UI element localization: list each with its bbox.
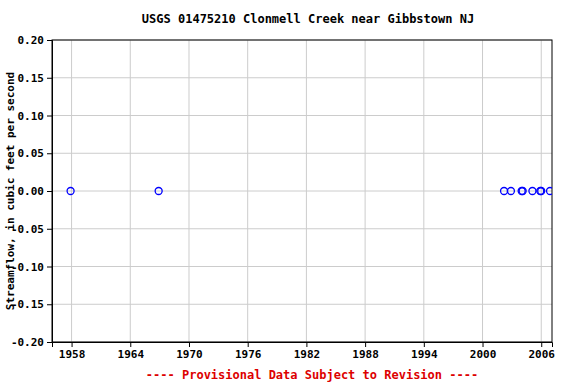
- y-tick-label: 0.05: [18, 147, 45, 160]
- x-tick-label: 2006: [528, 348, 555, 361]
- point: [519, 188, 526, 195]
- y-tick: -0.20: [11, 336, 52, 349]
- y-tick: 0.05: [18, 147, 53, 160]
- x-tick-mark: [72, 342, 73, 347]
- x-tick-mark: [306, 342, 307, 347]
- point: [518, 188, 525, 195]
- plot-frame: [52, 40, 552, 342]
- x-tick: 1982: [294, 342, 321, 361]
- grid-line-y: [52, 228, 552, 229]
- y-tick-mark: [47, 267, 52, 268]
- y-tick: -0.15: [11, 298, 52, 311]
- x-axis-line: [53, 343, 553, 348]
- grid: [52, 40, 552, 342]
- x-tick-label: 1964: [118, 348, 145, 361]
- y-tick: 0.20: [18, 34, 53, 47]
- y-tick-mark: [47, 116, 52, 117]
- x-tick-mark: [365, 342, 366, 347]
- annotation: ---- Provisional Data Subject to Revisio…: [146, 368, 478, 382]
- y-tick-label: 0.00: [18, 185, 45, 198]
- grid-line-y: [52, 153, 552, 154]
- point: [501, 188, 508, 195]
- x-tick-mark: [189, 342, 190, 347]
- x-tick-mark: [130, 342, 131, 347]
- y-axis-line: [47, 41, 53, 343]
- x-tick: 1988: [352, 342, 379, 361]
- x-tick: 1964: [118, 342, 145, 361]
- x-tick-mark: [541, 342, 542, 347]
- point: [67, 188, 74, 195]
- x-tick-label: 1970: [176, 348, 203, 361]
- x-tick: 1970: [176, 342, 203, 361]
- x-tick: 2000: [470, 342, 497, 361]
- y-tick-label: 0.15: [18, 72, 45, 85]
- x-tick-label: 2000: [470, 348, 497, 361]
- point: [538, 188, 545, 195]
- grid-line-y: [52, 115, 552, 116]
- x-axis: 1958 1964 1970 1976 1982 1988 1994 2000 2006: [53, 342, 556, 361]
- point: [537, 188, 544, 195]
- y-tick-mark: [47, 191, 52, 192]
- x-tick-mark: [424, 342, 425, 347]
- point: [547, 188, 552, 195]
- point: [529, 188, 536, 195]
- chart: 1958 1964 1970 1976 1982 1988 1994 2000 2006 -0.2…: [0, 0, 576, 384]
- y-tick: 0.10: [18, 110, 53, 123]
- y-tick-mark: [47, 40, 52, 41]
- y-tick-mark: [47, 304, 52, 305]
- y-tick-mark: [47, 342, 52, 343]
- y-tick: 0.00: [18, 185, 53, 198]
- point: [155, 188, 162, 195]
- x-tick-mark: [483, 342, 484, 347]
- x-tick-mark: [248, 342, 249, 347]
- title: USGS 01475210 Clonmell Creek near Gibbst…: [142, 12, 474, 26]
- x-tick-label: 1976: [235, 348, 262, 361]
- x-tick-label: 1988: [352, 348, 379, 361]
- y-tick-mark: [47, 78, 52, 79]
- y-tick-label: -0.20: [11, 336, 44, 349]
- y-axis-title: Streamflow, in cubic feet per second: [4, 72, 17, 310]
- x-tick: 1958: [59, 342, 86, 361]
- y-tick: 0.15: [18, 72, 53, 85]
- y-tick: -0.10: [11, 261, 52, 274]
- grid-line-y: [52, 191, 552, 192]
- x-tick: 2006: [528, 342, 555, 361]
- y-tick-mark: [47, 153, 52, 154]
- y-tick: -0.05: [11, 223, 52, 236]
- grid-line-y: [52, 266, 552, 267]
- grid-line-y: [52, 304, 552, 305]
- x-tick-label: 1982: [294, 348, 321, 361]
- x-tick-label: 1994: [411, 348, 438, 361]
- y-tick-label: 0.10: [18, 110, 45, 123]
- point: [507, 188, 514, 195]
- points: [67, 188, 552, 195]
- y-tick-mark: [47, 229, 52, 230]
- y-tick-label: 0.20: [18, 34, 45, 47]
- x-tick: 1976: [235, 342, 262, 361]
- x-tick: 1994: [411, 342, 438, 361]
- x-tick-label: 1958: [59, 348, 86, 361]
- y-axis: -0.20 -0.15 -0.10 -0.05 0.00 0.05 0.10 0.15 0.20: [11, 34, 53, 349]
- grid-line-y: [52, 77, 552, 78]
